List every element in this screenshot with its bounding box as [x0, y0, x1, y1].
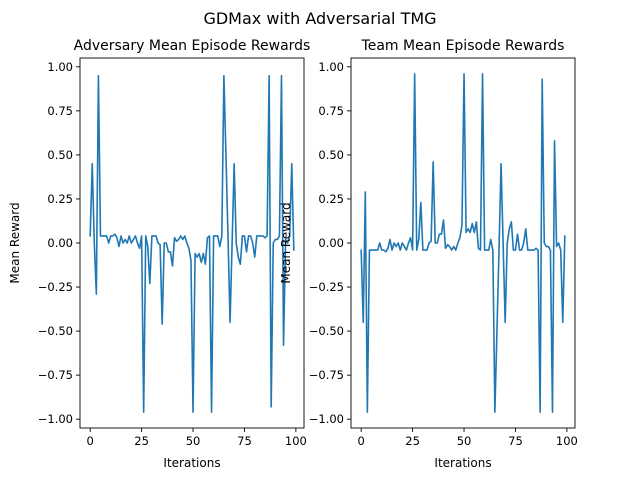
- team-y-ticks: −1.00 −0.75 −0.50 −0.25 0.00 0.25 0.50 0.75 1.00: [309, 60, 351, 426]
- adversary-y-tick-label: −1.00: [38, 412, 73, 426]
- team-y-tick-label: −1.00: [309, 412, 344, 426]
- team-chart-title: Team Mean Episode Rewards: [361, 38, 565, 54]
- team-y-tick-label: 0.50: [318, 148, 344, 162]
- adversary-x-ticks: 0 25 50 75 100: [87, 428, 307, 448]
- team-rewards-panel: Team Mean Episode Rewards 0 25 50 75 100 −1.…: [279, 38, 578, 470]
- team-y-tick-label: 0.75: [318, 104, 344, 118]
- team-y-tick-label: 0.25: [318, 192, 344, 206]
- adversary-y-ticks: −1.00 −0.75 −0.50 −0.25 0.00 0.25 0.50 0.75 1.00: [38, 60, 80, 426]
- adversary-y-tick-label: 0.75: [47, 104, 73, 118]
- team-y-tick-label: 0.00: [318, 236, 344, 250]
- team-x-tick-label: 25: [405, 434, 420, 448]
- adversary-y-tick-label: 1.00: [47, 60, 73, 74]
- team-x-tick-label: 50: [457, 434, 472, 448]
- adversary-chart-title: Adversary Mean Episode Rewards: [74, 38, 311, 54]
- adversary-rewards-panel: Adversary Mean Episode Rewards 0 25 50 75 10…: [8, 38, 310, 470]
- adversary-x-tick-label: 100: [285, 434, 307, 448]
- adversary-x-tick-label: 25: [134, 434, 149, 448]
- team-y-tick-label: −0.25: [309, 280, 344, 294]
- team-x-ticks: 0 25 50 75 100: [358, 428, 578, 448]
- team-x-tick-label: 0: [358, 434, 365, 448]
- team-y-tick-label: −0.50: [309, 324, 344, 338]
- adversary-y-tick-label: 0.00: [47, 236, 73, 250]
- adversary-y-tick-label: −0.50: [38, 324, 73, 338]
- team-y-axis-label: Mean Reward: [279, 202, 293, 283]
- adversary-y-tick-label: 0.50: [47, 148, 73, 162]
- adversary-x-tick-label: 75: [237, 434, 252, 448]
- adversary-y-tick-label: −0.75: [38, 368, 73, 382]
- adversary-x-axis-label: Iterations: [163, 456, 220, 470]
- team-x-tick-label: 75: [508, 434, 523, 448]
- team-x-axis-label: Iterations: [434, 456, 491, 470]
- adversary-reward-line: [89, 74, 295, 413]
- adversary-y-axis-label: Mean Reward: [8, 202, 22, 283]
- adversary-y-tick-label: −0.25: [38, 280, 73, 294]
- adversary-x-tick-label: 50: [186, 434, 201, 448]
- figure-title: GDMax with Adversarial TMG: [203, 9, 436, 28]
- adversary-x-tick-label: 0: [87, 434, 94, 448]
- adversary-y-tick-label: 0.25: [47, 192, 73, 206]
- team-x-tick-label: 100: [556, 434, 578, 448]
- team-reward-line: [360, 73, 566, 413]
- team-y-tick-label: 1.00: [318, 60, 344, 74]
- team-y-tick-label: −0.75: [309, 368, 344, 382]
